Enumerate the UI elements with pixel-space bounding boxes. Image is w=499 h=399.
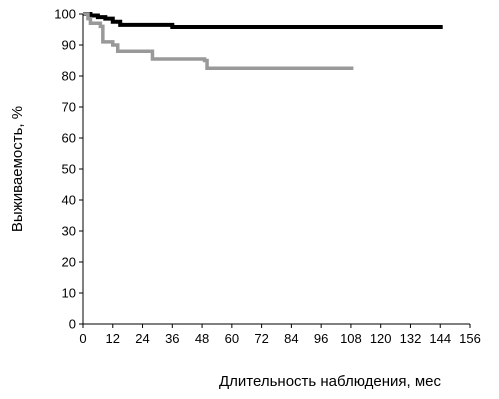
x-tick-label: 0: [79, 331, 86, 346]
y-tick-label: 30: [62, 224, 76, 239]
series-line-1: [83, 12, 443, 30]
series-layer: [83, 12, 443, 70]
y-tick-label: 0: [69, 317, 76, 332]
y-axis-title: Выживаемость, %: [9, 106, 26, 232]
y-tick-label: 50: [62, 162, 76, 177]
x-ticks: 0 12 24 36 48 60 72 84 96 108 120 132 144 156: [79, 324, 481, 346]
x-tick-label: 84: [284, 331, 298, 346]
y-tick-label: 70: [62, 100, 76, 115]
y-tick-label: 90: [62, 38, 76, 53]
y-tick-label: 10: [62, 286, 76, 301]
x-tick-label: 132: [400, 331, 422, 346]
x-tick-label: 108: [340, 331, 362, 346]
x-tick-label: 12: [106, 331, 120, 346]
y-tick-label: 100: [54, 7, 76, 22]
x-tick-label: 144: [429, 331, 451, 346]
x-tick-label: 72: [254, 331, 268, 346]
y-tick-label: 20: [62, 255, 76, 270]
x-tick-label: 48: [195, 331, 209, 346]
series-line-2: [83, 12, 354, 70]
y-tick-label: 40: [62, 193, 76, 208]
x-tick-label: 60: [225, 331, 239, 346]
x-axis-title: Длительность наблюдения, мес: [219, 373, 441, 390]
x-tick-label: 36: [165, 331, 179, 346]
y-tick-label: 80: [62, 69, 76, 84]
x-tick-label: 156: [459, 331, 481, 346]
y-tick-label: 60: [62, 131, 76, 146]
x-tick-label: 24: [135, 331, 149, 346]
x-tick-label: 120: [370, 331, 392, 346]
y-ticks: 0 10 20 30 40 50 60 70 80 90 100: [54, 7, 83, 332]
x-tick-label: 96: [314, 331, 328, 346]
